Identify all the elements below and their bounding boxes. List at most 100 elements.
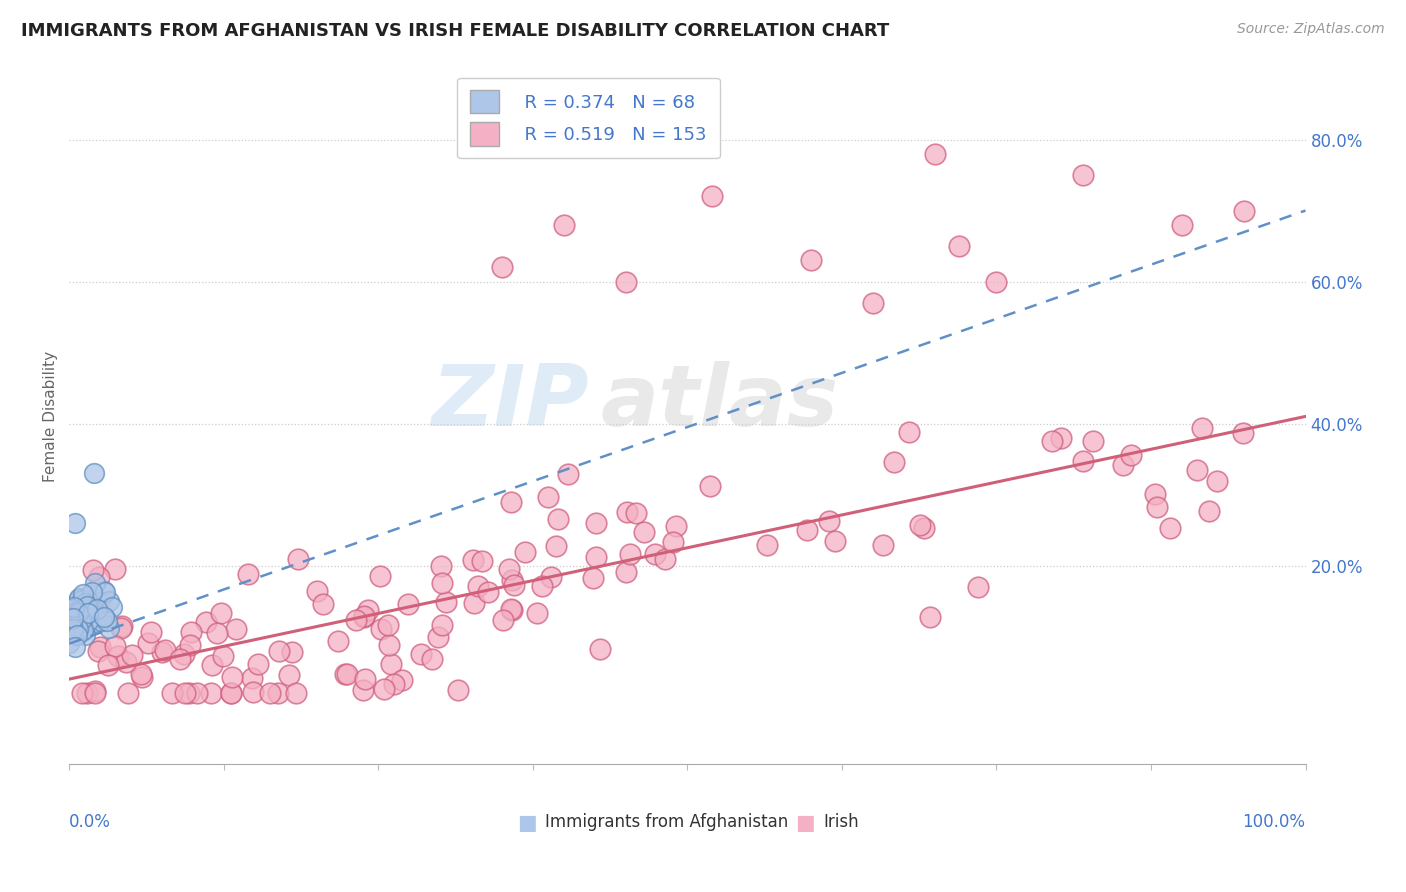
Point: [471, 553, 494, 567]
Point: [420, 652, 443, 666]
Point: [84, 615, 107, 629]
Point: [205, 626, 228, 640]
Point: [499, 494, 522, 508]
Point: [467, 579, 489, 593]
Point: [76, 614, 98, 628]
Point: [63, 612, 86, 626]
Point: [62, 600, 84, 615]
Point: [547, 512, 569, 526]
Point: [104, 562, 127, 576]
Point: [898, 425, 921, 440]
Point: [97, 621, 120, 635]
Point: [101, 600, 124, 615]
Point: [173, 686, 195, 700]
Point: [77, 608, 100, 623]
Point: [201, 658, 224, 673]
Point: [242, 685, 264, 699]
Point: [186, 686, 208, 700]
Point: [221, 670, 243, 684]
Text: Irish: Irish: [824, 813, 859, 831]
Point: [83, 575, 105, 590]
Point: [948, 239, 970, 253]
Point: [60, 613, 83, 627]
Point: [492, 613, 515, 627]
Point: [65, 620, 87, 634]
Point: [129, 666, 152, 681]
Point: [633, 524, 655, 539]
Point: [824, 533, 846, 548]
Point: [1143, 487, 1166, 501]
Point: [67, 591, 90, 606]
Point: [70, 613, 93, 627]
Point: [530, 579, 553, 593]
Point: [77, 599, 100, 614]
Point: [236, 567, 259, 582]
Point: [79, 604, 101, 618]
Point: [65, 516, 87, 530]
Point: [1206, 474, 1229, 488]
Point: [141, 624, 163, 639]
Point: [353, 610, 375, 624]
Point: [72, 615, 94, 630]
Point: [546, 539, 568, 553]
Point: [654, 551, 676, 566]
Point: [924, 146, 946, 161]
Point: [76, 685, 98, 699]
Point: [70, 602, 93, 616]
Point: [1191, 421, 1213, 435]
Point: [69, 613, 91, 627]
Point: [326, 634, 349, 648]
Point: [76, 601, 98, 615]
Point: [755, 538, 778, 552]
Point: [150, 644, 173, 658]
Point: [353, 608, 375, 623]
Point: [540, 570, 562, 584]
Point: [76, 606, 98, 620]
Point: [115, 655, 138, 669]
Point: [173, 647, 195, 661]
Point: [66, 622, 89, 636]
Point: [121, 648, 143, 662]
Point: [862, 295, 884, 310]
Point: [73, 628, 96, 642]
Point: [430, 558, 453, 573]
Point: [96, 614, 118, 628]
Point: [153, 642, 176, 657]
Point: [463, 596, 485, 610]
Point: [344, 613, 367, 627]
Point: [75, 602, 97, 616]
Point: [93, 610, 115, 624]
Point: [619, 547, 641, 561]
Point: [94, 584, 117, 599]
Point: [1081, 434, 1104, 448]
Point: [430, 575, 453, 590]
Point: [377, 618, 399, 632]
Point: [312, 597, 335, 611]
Point: [700, 189, 723, 203]
Point: [82, 609, 104, 624]
Point: [434, 595, 457, 609]
Point: [537, 490, 560, 504]
Point: [373, 681, 395, 696]
Point: [498, 561, 520, 575]
Point: [585, 550, 607, 565]
Point: [515, 545, 537, 559]
Text: ■: ■: [517, 813, 537, 833]
Point: [1050, 431, 1073, 445]
Point: [378, 638, 401, 652]
Point: [219, 686, 242, 700]
Point: [281, 645, 304, 659]
Point: [110, 621, 132, 635]
Point: [382, 677, 405, 691]
Point: [80, 584, 103, 599]
Point: [83, 467, 105, 481]
Point: [65, 607, 87, 622]
Point: [585, 516, 607, 531]
Point: [1233, 203, 1256, 218]
Point: [60, 621, 83, 635]
Point: [70, 686, 93, 700]
Point: [352, 683, 374, 698]
Point: [796, 523, 818, 537]
Point: [967, 580, 990, 594]
Point: [446, 682, 468, 697]
